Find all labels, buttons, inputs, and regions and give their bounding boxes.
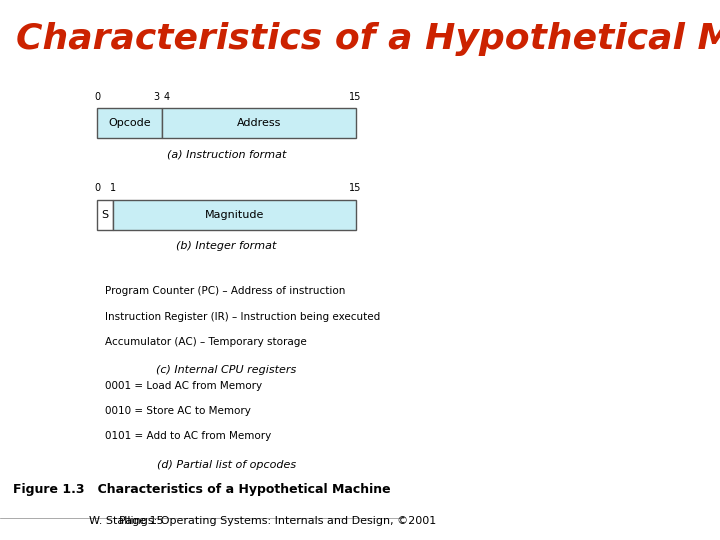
Text: 3: 3 [153, 91, 159, 102]
Text: Characteristics of a Hypothetical Machine: Characteristics of a Hypothetical Machin… [16, 22, 720, 56]
FancyBboxPatch shape [113, 200, 356, 230]
FancyBboxPatch shape [97, 108, 161, 138]
Text: 0001 = Load AC from Memory: 0001 = Load AC from Memory [105, 381, 262, 391]
Text: Magnitude: Magnitude [204, 210, 264, 220]
Text: Address: Address [236, 118, 281, 128]
Text: (c) Internal CPU registers: (c) Internal CPU registers [156, 365, 297, 375]
Text: W. Stallings: Operating Systems: Internals and Design, ©2001: W. Stallings: Operating Systems: Interna… [89, 516, 436, 526]
Text: 0: 0 [94, 183, 100, 193]
Text: Page 15: Page 15 [119, 516, 163, 526]
Text: 0010 = Store AC to Memory: 0010 = Store AC to Memory [105, 406, 251, 416]
Text: 15: 15 [349, 91, 361, 102]
Text: Instruction Register (IR) – Instruction being executed: Instruction Register (IR) – Instruction … [105, 312, 380, 322]
Text: 0: 0 [94, 91, 100, 102]
Text: Program Counter (PC) – Address of instruction: Program Counter (PC) – Address of instru… [105, 286, 346, 296]
Text: 4: 4 [164, 91, 170, 102]
Text: (d) Partial list of opcodes: (d) Partial list of opcodes [157, 460, 296, 470]
Text: Accumulator (AC) – Temporary storage: Accumulator (AC) – Temporary storage [105, 337, 307, 347]
Text: (a) Instruction format: (a) Instruction format [166, 150, 286, 160]
FancyBboxPatch shape [97, 200, 113, 230]
Text: Figure 1.3   Characteristics of a Hypothetical Machine: Figure 1.3 Characteristics of a Hypothet… [13, 483, 391, 496]
Text: Opcode: Opcode [108, 118, 150, 128]
Text: 15: 15 [349, 183, 361, 193]
Text: S: S [102, 210, 109, 220]
Text: 0101 = Add to AC from Memory: 0101 = Add to AC from Memory [105, 431, 271, 442]
Text: (b) Integer format: (b) Integer format [176, 241, 276, 252]
FancyBboxPatch shape [161, 108, 356, 138]
Text: 1: 1 [110, 183, 116, 193]
